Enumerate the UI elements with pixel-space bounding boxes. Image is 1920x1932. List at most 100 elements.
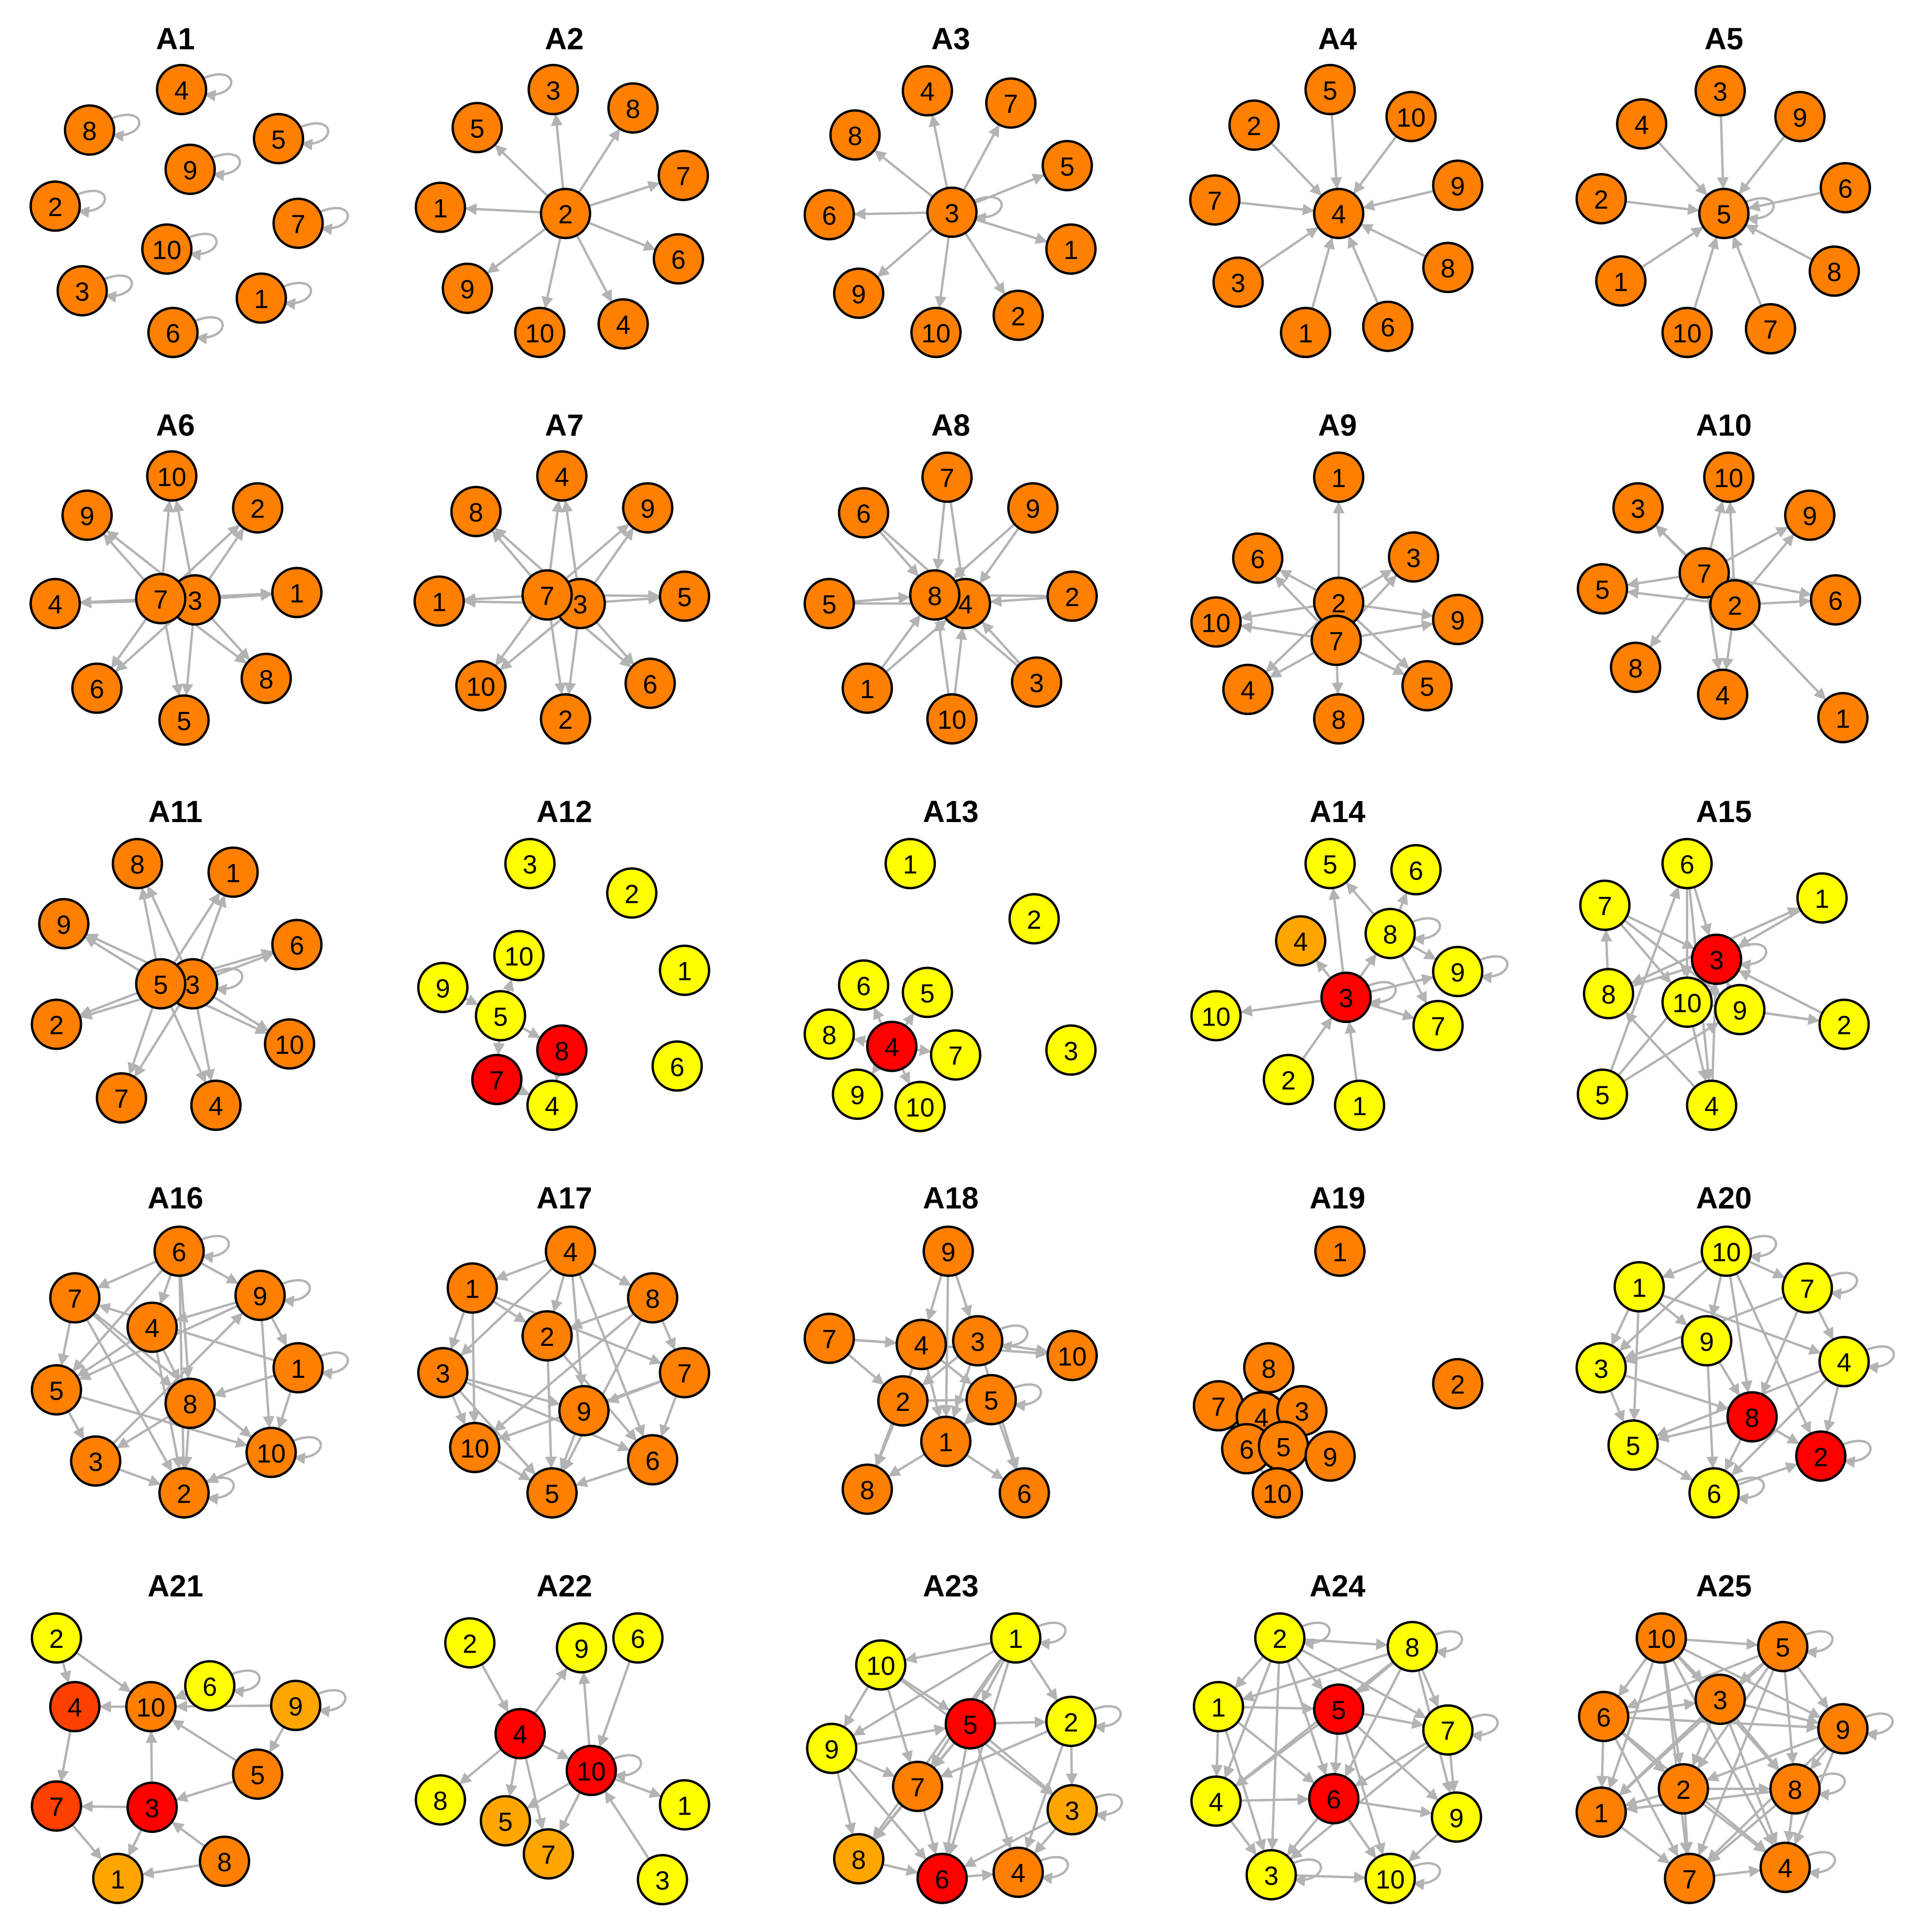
node-label: 3 xyxy=(89,1448,103,1477)
node-label: 9 xyxy=(1450,958,1465,987)
node-label: 4 xyxy=(1331,200,1346,229)
edge xyxy=(1654,1458,1692,1480)
node-1: 1 xyxy=(415,577,464,626)
node-5: 5 xyxy=(1043,141,1092,190)
edge xyxy=(1243,1707,1313,1709)
node-10: 10 xyxy=(856,1640,905,1690)
node-9: 9 xyxy=(924,1227,973,1276)
node-label: 5 xyxy=(1626,1432,1641,1461)
node-9: 9 xyxy=(1306,1432,1355,1481)
node-5: 5 xyxy=(805,579,854,628)
node-label: 8 xyxy=(851,1845,866,1874)
node-7: 7 xyxy=(524,1829,573,1879)
node-label: 7 xyxy=(490,1066,504,1095)
node-label: 8 xyxy=(848,121,862,150)
node-label: 4 xyxy=(563,1238,578,1267)
node-label: 8 xyxy=(183,1390,198,1419)
node-label: 10 xyxy=(922,319,951,348)
node-8: 8 xyxy=(830,111,880,160)
edge xyxy=(201,1263,238,1283)
node-8: 8 xyxy=(242,654,291,703)
node-1: 1 xyxy=(237,274,286,323)
node-5: 5 xyxy=(481,1796,530,1845)
node-label: 5 xyxy=(1323,850,1337,879)
node-3: 3 xyxy=(927,188,977,237)
node-label: 4 xyxy=(68,1693,82,1722)
node-label: 8 xyxy=(82,116,97,146)
node-9: 9 xyxy=(559,1386,609,1435)
edge xyxy=(160,1275,171,1303)
node-label: 5 xyxy=(1323,76,1337,105)
node-8: 8 xyxy=(166,1379,215,1428)
node-10: 10 xyxy=(246,1428,296,1477)
node-label: 5 xyxy=(677,582,692,612)
node-label: 2 xyxy=(1728,591,1742,621)
node-label: 5 xyxy=(498,1807,513,1837)
node-label: 4 xyxy=(1011,1859,1026,1888)
edge xyxy=(72,1825,101,1859)
node-7: 7 xyxy=(1423,1706,1472,1755)
node-1: 1 xyxy=(272,568,321,617)
node-4: 4 xyxy=(1617,100,1666,149)
node-1: 1 xyxy=(1577,1787,1626,1837)
edge xyxy=(104,534,144,580)
node-3: 3 xyxy=(1577,1343,1626,1393)
edge xyxy=(186,624,192,695)
node-label: 2 xyxy=(1247,112,1261,141)
edge xyxy=(886,620,946,672)
node-label: 8 xyxy=(1331,705,1346,735)
node-9: 9 xyxy=(1433,161,1482,210)
node-label: 6 xyxy=(1680,850,1695,879)
node-8: 8 xyxy=(416,1775,465,1825)
node-8: 8 xyxy=(200,1837,249,1886)
edge xyxy=(175,1694,187,1698)
node-label: 1 xyxy=(1632,1273,1646,1303)
edge xyxy=(965,1417,973,1424)
node-label: 7 xyxy=(677,1359,692,1388)
node-label: 2 xyxy=(540,1322,555,1352)
node-label: 4 xyxy=(616,310,631,340)
node-1: 1 xyxy=(921,1417,970,1466)
node-label: 3 xyxy=(145,1794,159,1823)
node-3: 3 xyxy=(505,839,555,889)
edge xyxy=(883,1864,918,1873)
node-8: 8 xyxy=(805,1010,854,1059)
edge xyxy=(495,145,548,196)
panel-title: A3 xyxy=(931,23,970,56)
edge xyxy=(978,1747,1010,1848)
edge xyxy=(1693,1722,1711,1765)
node-3: 3 xyxy=(1047,1026,1096,1075)
node-label: 5 xyxy=(1276,1433,1291,1462)
node-7: 7 xyxy=(97,1073,146,1122)
edge xyxy=(1399,893,1406,911)
node-label: 4 xyxy=(920,77,935,106)
node-2: 2 xyxy=(1577,174,1626,223)
panel-title: A23 xyxy=(923,1570,978,1603)
edge xyxy=(983,622,1020,664)
edge xyxy=(1641,228,1702,267)
node-2: 2 xyxy=(1229,101,1279,150)
node-label: 9 xyxy=(288,1692,303,1721)
node-label: 7 xyxy=(1682,1865,1697,1894)
edge xyxy=(499,1040,500,1054)
node-10: 10 xyxy=(126,1682,176,1731)
node-label: 4 xyxy=(1704,1092,1719,1121)
node-label: 7 xyxy=(1207,186,1222,215)
node-10: 10 xyxy=(1637,1613,1686,1663)
node-4: 4 xyxy=(127,1303,177,1352)
node-9: 9 xyxy=(39,899,89,948)
edge xyxy=(1356,619,1408,668)
edge xyxy=(855,213,927,214)
edge xyxy=(1312,238,1332,309)
node-label: 6 xyxy=(1380,312,1395,342)
edge xyxy=(875,151,933,197)
node-5: 5 xyxy=(1259,1422,1308,1471)
edge xyxy=(129,1829,142,1855)
node-label: 9 xyxy=(253,1282,267,1311)
panel-title: A14 xyxy=(1309,795,1365,829)
node-label: 7 xyxy=(948,1041,963,1071)
